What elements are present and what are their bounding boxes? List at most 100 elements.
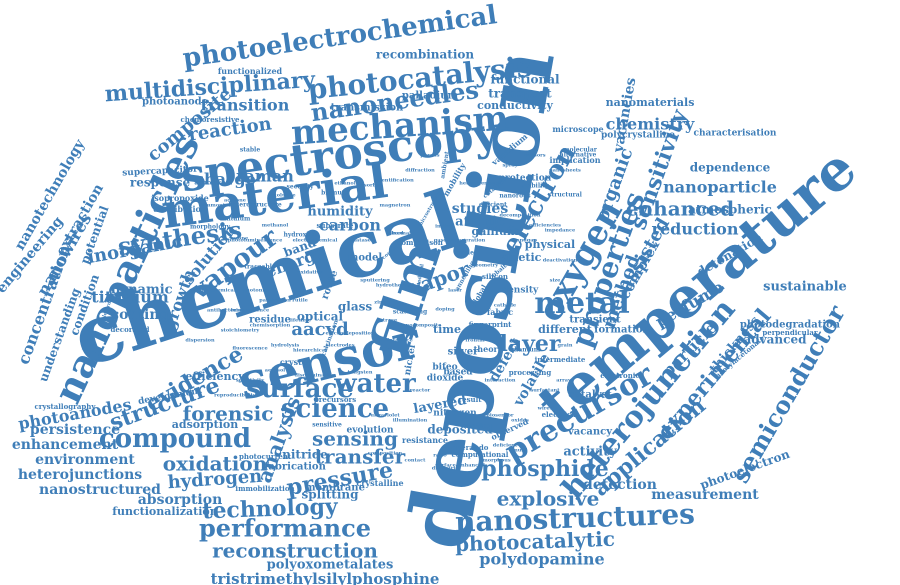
cloud-word: immobilization [235, 484, 294, 493]
cloud-word: antibacterial [207, 308, 243, 314]
cloud-word: quantum [510, 347, 541, 354]
cloud-word: polycrystalline [601, 131, 675, 141]
cloud-word: environment [35, 452, 135, 468]
cloud-word: photodegradation [740, 320, 841, 331]
cloud-word: layer [500, 331, 561, 357]
cloud-word: comparison [397, 238, 443, 247]
cloud-word: indium [435, 224, 456, 230]
cloud-word: atmospheric [688, 203, 772, 217]
cloud-word: photoluminescence [228, 238, 283, 244]
cloud-word: sputtering [360, 278, 390, 284]
cloud-word: stable [240, 147, 261, 154]
cloud-word: cathode [494, 303, 516, 309]
cloud-word: crystallography [35, 402, 97, 411]
cloud-word: magnetron [380, 203, 411, 209]
cloud-word: arrays [556, 378, 574, 384]
cloud-word: nitride [282, 448, 328, 462]
cloud-word: laser [448, 288, 462, 294]
cloud-word: operando [452, 443, 489, 452]
cloud-word: density [502, 286, 539, 296]
cloud-word: residue [249, 315, 291, 326]
cloud-word: multi [512, 448, 527, 454]
cloud-word: crystalline [356, 478, 403, 488]
cloud-word: visible [463, 423, 486, 430]
cloud-word: surface [246, 374, 354, 404]
cloud-word: hierarchical [293, 348, 327, 354]
cloud-word: dispersion [185, 338, 215, 344]
cloud-word: structural [548, 192, 583, 199]
cloud-word: stability [521, 183, 549, 190]
cloud-word: surface-enhanced [435, 463, 485, 469]
cloud-word: chemistry [606, 115, 695, 134]
cloud-word: heterojunctions [18, 467, 142, 483]
cloud-word: result [458, 395, 482, 404]
cloud-word: toluene [274, 193, 295, 199]
cloud-word: rutile [292, 298, 308, 304]
cloud-word: photonic [243, 288, 268, 294]
cloud-word: science [281, 394, 389, 424]
cloud-word: deposited [427, 423, 493, 437]
cloud-word: transient [569, 315, 621, 326]
cloud-word: composition [368, 451, 403, 457]
cloud-word: splitting [301, 488, 359, 502]
cloud-word: porous [420, 153, 439, 159]
cloud-word: generation [455, 238, 486, 244]
cloud-word: persistence [30, 422, 120, 438]
cloud-word: supercapacitor [122, 165, 198, 179]
cloud-word: wires [537, 406, 553, 412]
cloud-word: interface [387, 338, 412, 344]
cloud-word: enhancement [12, 437, 119, 453]
cloud-word: dependence [690, 161, 771, 175]
cloud-word: humidity [307, 205, 373, 220]
cloud-word: oxides [511, 418, 529, 424]
cloud-word: performance [199, 514, 371, 543]
cloud-word: model [348, 253, 383, 264]
cloud-word: vacancy [567, 427, 613, 438]
cloud-word: electrical [542, 410, 579, 419]
cloud-word: nanoparticle [663, 178, 777, 197]
cloud-word: fabric [487, 307, 513, 317]
cloud-word: lifetime [289, 318, 311, 324]
cloud-word: transfer [315, 445, 406, 469]
cloud-word: time [433, 323, 461, 336]
cloud-word: nanosheets [549, 168, 581, 174]
cloud-word: ratio [433, 453, 447, 459]
cloud-word: water [333, 369, 416, 399]
cloud-word: doping [435, 307, 455, 313]
cloud-word: aacvd [291, 319, 349, 340]
cloud-word: based [443, 368, 473, 378]
cloud-word: spray [502, 163, 518, 169]
cloud-word: grain [558, 343, 573, 349]
cloud-word: bandgap [513, 238, 538, 244]
cloud-word: tantalum [220, 216, 251, 223]
cloud-word: compound [99, 424, 251, 454]
cloud-word: identification [376, 178, 414, 184]
cloud-word: geometry [472, 263, 499, 269]
cloud-word: amorphous [479, 458, 511, 464]
cloud-word: scattering [393, 309, 428, 316]
cloud-word: polyoxometalates [267, 558, 394, 573]
cloud-word: fabrication [264, 462, 326, 473]
cloud-word: impedance [545, 228, 575, 234]
cloud-word: molecular [563, 147, 598, 154]
cloud-word: chemisorption [250, 323, 291, 329]
cloud-word: theory [474, 344, 503, 354]
cloud-word: acetone [224, 198, 246, 204]
cloud-word: isopropoxide [151, 193, 208, 203]
cloud-word: advanced [744, 333, 808, 347]
cloud-word: electrodes [325, 343, 354, 349]
cloud-word: enhanced [626, 197, 734, 221]
cloud-word: silicon [482, 272, 508, 281]
cloud-word: anatase [349, 238, 371, 244]
cloud-word: catalyst [568, 390, 612, 401]
cloud-word: physical [525, 238, 575, 251]
cloud-word: tristrimethylsilylphosphine [211, 570, 440, 585]
cloud-word: functionalized [218, 66, 283, 76]
cloud-word: ambient [439, 151, 451, 180]
cloud-word: adsorption [172, 418, 238, 431]
cloud-word: efficiency [185, 370, 245, 383]
cloud-word: modified [415, 263, 425, 289]
cloud-word: zinc [374, 300, 385, 306]
cloud-word: evolution [346, 426, 394, 436]
